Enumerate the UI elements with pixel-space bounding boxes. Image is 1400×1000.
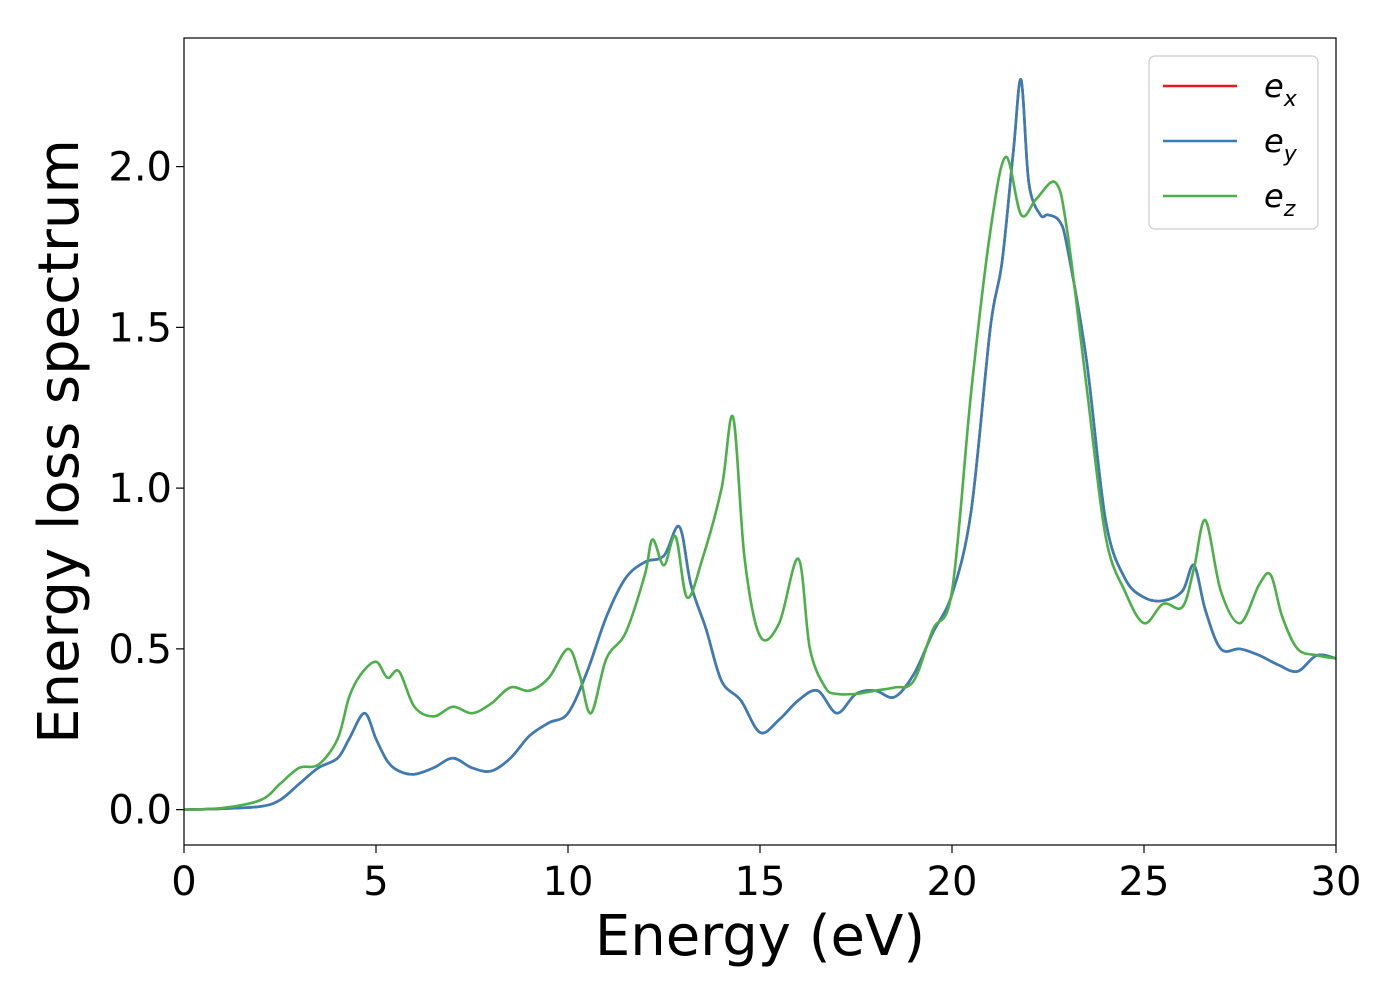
series-layer xyxy=(184,78,1336,811)
y-tick-label: 1.0 xyxy=(108,466,172,512)
legend-label-subscript: z xyxy=(1283,197,1296,222)
legend-label-x: ex xyxy=(1264,67,1298,112)
legend-label-base: e xyxy=(1264,67,1284,105)
x-tick-label: 15 xyxy=(735,859,786,905)
series-line-z xyxy=(184,155,1336,811)
legend-box xyxy=(1148,55,1319,230)
y-tick-label: 0.5 xyxy=(108,627,172,673)
x-tick-label: 0 xyxy=(171,859,196,905)
series-line-y xyxy=(184,78,1336,811)
x-tick-label: 20 xyxy=(927,859,978,905)
x-axis: 0 5 10 15 20 25 30 xyxy=(171,845,1361,905)
x-tick-label: 25 xyxy=(1119,859,1170,905)
x-tick-label: 5 xyxy=(363,859,388,905)
legend-label-base: e xyxy=(1264,122,1284,160)
legend-label-z: ez xyxy=(1264,177,1296,222)
y-tick-label: 2.0 xyxy=(108,145,172,191)
legend-label-y: ey xyxy=(1264,122,1298,167)
y-tick-label: 0.0 xyxy=(108,788,172,834)
legend-label-base: e xyxy=(1264,177,1284,215)
y-axis: 0.0 0.5 1.0 1.5 2.0 xyxy=(108,145,184,834)
y-axis-title: Energy loss spectrum xyxy=(27,139,92,744)
x-axis-title: Energy (eV) xyxy=(595,904,925,969)
legend-label-subscript: x xyxy=(1283,87,1298,112)
x-tick-label: 10 xyxy=(543,859,594,905)
x-tick-label: 30 xyxy=(1311,859,1362,905)
y-tick-label: 1.5 xyxy=(108,305,172,351)
legend-label-subscript: y xyxy=(1283,142,1298,167)
